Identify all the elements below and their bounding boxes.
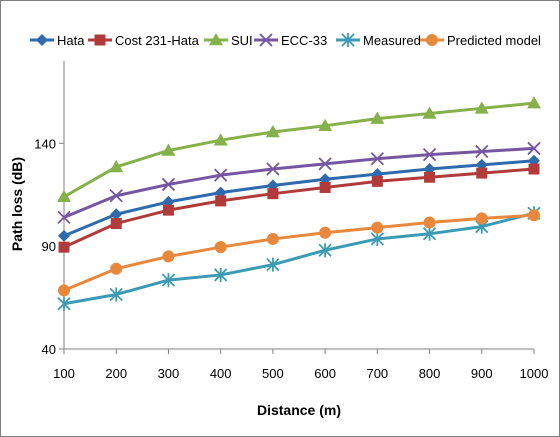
data-point — [318, 118, 333, 132]
x-tick-label: 400 — [210, 366, 232, 381]
series-line — [63, 159, 535, 238]
legend-item: ECC-33 — [254, 33, 327, 48]
legend-label: Measured — [363, 33, 421, 48]
data-point — [57, 189, 71, 203]
data-point — [214, 168, 228, 182]
data-point — [110, 218, 122, 230]
legend-item: SUI — [204, 33, 253, 48]
data-point — [265, 124, 280, 138]
data-point — [110, 262, 123, 275]
data-point — [161, 177, 176, 192]
data-point — [527, 141, 541, 156]
x-tick-label: 100 — [53, 366, 75, 381]
data-point — [57, 210, 71, 224]
data-point — [474, 101, 489, 114]
data-point — [162, 250, 175, 263]
data-point — [319, 182, 331, 194]
series-cost-231-hata — [58, 163, 540, 253]
x-tick-label: 800 — [419, 366, 441, 381]
series-line — [63, 146, 535, 219]
data-point — [213, 133, 228, 146]
data-point — [58, 284, 70, 297]
series-sui — [57, 96, 541, 203]
data-point — [422, 106, 437, 119]
data-point — [475, 144, 489, 159]
legend: Hata Cost 231-Hata SUI ECC-33 Measured Predic… — [30, 33, 541, 48]
legend-marker — [426, 34, 438, 46]
x-tick-label: 300 — [158, 366, 180, 381]
data-point — [215, 195, 227, 207]
data-point — [371, 175, 383, 187]
data-point — [266, 257, 280, 272]
data-point — [422, 226, 437, 241]
legend-label: Predicted model — [447, 33, 541, 48]
data-point — [476, 167, 488, 179]
x-tick-label: 1000 — [520, 366, 549, 381]
data-point — [423, 216, 436, 229]
legend-marker — [36, 34, 48, 46]
data-point — [161, 273, 176, 288]
data-point — [422, 147, 437, 162]
data-point — [370, 152, 384, 166]
legend-item: Cost 231-Hata — [88, 33, 200, 48]
x-tick-label: 600 — [314, 366, 336, 381]
y-tick-label: 140 — [34, 136, 56, 151]
legend-item: Measured — [336, 33, 421, 48]
series-line — [63, 167, 535, 249]
data-point — [58, 241, 70, 253]
data-point — [424, 171, 436, 183]
data-point — [161, 143, 176, 156]
data-point — [528, 163, 540, 175]
data-point — [214, 241, 227, 254]
data-point — [370, 231, 384, 246]
data-point — [110, 208, 123, 221]
axes: 40 90 140 100 200 300 400 500 600 700 800 900 1000 — [34, 61, 548, 381]
data-point — [527, 96, 541, 109]
y-axis-title: Path loss (dB) — [9, 157, 25, 251]
data-point — [266, 232, 279, 245]
data-point — [58, 229, 70, 242]
legend-label: SUI — [231, 33, 253, 48]
x-tick-label: 200 — [105, 366, 127, 381]
legend-label: ECC-33 — [281, 33, 327, 48]
data-point — [266, 162, 280, 176]
data-point — [528, 209, 540, 222]
data-point — [318, 157, 332, 171]
data-point — [109, 159, 124, 173]
series-line — [63, 101, 535, 199]
series-predicted-model — [58, 209, 540, 297]
data-point — [162, 204, 174, 216]
data-point — [370, 111, 385, 124]
x-axis-title: Distance (m) — [257, 402, 341, 418]
x-tick-label: 500 — [262, 366, 284, 381]
data-point — [57, 296, 71, 311]
data-point — [475, 212, 488, 225]
legend-label: Cost 231-Hata — [115, 33, 200, 48]
data-point — [267, 188, 279, 200]
data-point — [319, 226, 332, 239]
legend-item: Hata — [30, 33, 85, 48]
y-tick-label: 40 — [42, 342, 56, 357]
legend-marker — [94, 34, 106, 46]
data-point — [109, 189, 123, 203]
x-tick-label: 900 — [471, 366, 493, 381]
series-line — [63, 213, 535, 292]
legend-marker — [259, 33, 273, 47]
data-point — [371, 221, 384, 234]
x-tick-label: 700 — [366, 366, 388, 381]
legend-marker — [341, 33, 355, 47]
data-point — [109, 287, 123, 302]
series-ecc-33 — [57, 141, 541, 224]
legend-label: Hata — [57, 33, 85, 48]
data-point — [318, 243, 332, 258]
legend-item: Predicted model — [420, 33, 541, 48]
legend-marker — [209, 33, 223, 46]
series-layer — [57, 96, 541, 311]
series-line — [63, 211, 535, 306]
series-measured — [57, 206, 541, 311]
data-point — [214, 267, 228, 282]
y-tick-label: 90 — [42, 239, 56, 254]
